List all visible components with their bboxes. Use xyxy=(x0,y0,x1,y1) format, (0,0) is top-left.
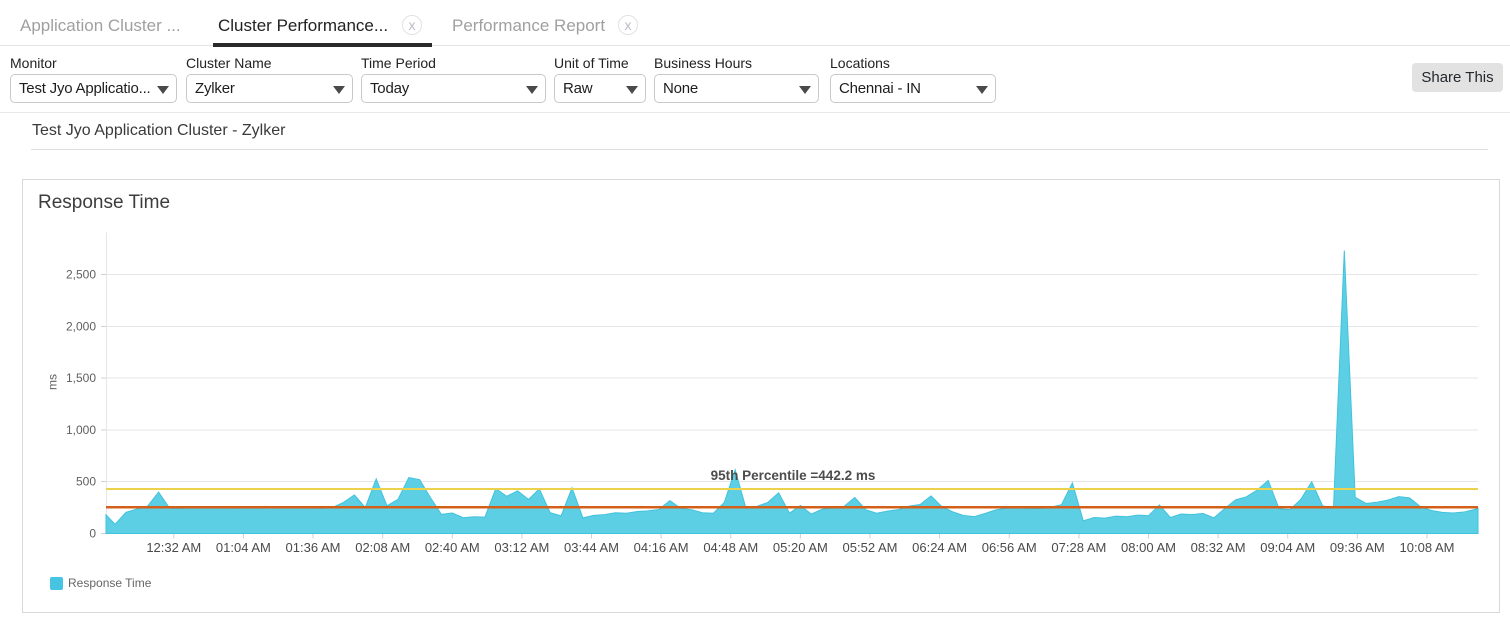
svg-text:02:08 AM: 02:08 AM xyxy=(355,540,410,555)
svg-text:05:52 AM: 05:52 AM xyxy=(843,540,898,555)
svg-text:09:36 AM: 09:36 AM xyxy=(1330,540,1385,555)
svg-text:1,500: 1,500 xyxy=(66,371,96,385)
svg-text:08:32 AM: 08:32 AM xyxy=(1191,540,1246,555)
svg-text:03:12 AM: 03:12 AM xyxy=(494,540,549,555)
svg-text:0: 0 xyxy=(89,527,96,541)
svg-text:06:24 AM: 06:24 AM xyxy=(912,540,967,555)
svg-text:04:16 AM: 04:16 AM xyxy=(634,540,689,555)
svg-text:06:56 AM: 06:56 AM xyxy=(982,540,1037,555)
svg-text:05:20 AM: 05:20 AM xyxy=(773,540,828,555)
svg-text:10:08 AM: 10:08 AM xyxy=(1400,540,1455,555)
svg-text:01:04 AM: 01:04 AM xyxy=(216,540,271,555)
svg-text:2,500: 2,500 xyxy=(66,268,96,282)
svg-text:07:28 AM: 07:28 AM xyxy=(1051,540,1106,555)
svg-text:08:00 AM: 08:00 AM xyxy=(1121,540,1176,555)
svg-text:04:48 AM: 04:48 AM xyxy=(703,540,758,555)
svg-text:02:40 AM: 02:40 AM xyxy=(425,540,480,555)
svg-text:03:44 AM: 03:44 AM xyxy=(564,540,619,555)
svg-text:95th Percentile =442.2 ms: 95th Percentile =442.2 ms xyxy=(711,468,876,483)
svg-text:1,000: 1,000 xyxy=(66,423,96,437)
svg-text:2,000: 2,000 xyxy=(66,320,96,334)
svg-text:ms: ms xyxy=(46,374,60,390)
svg-text:500: 500 xyxy=(76,475,96,489)
svg-text:01:36 AM: 01:36 AM xyxy=(286,540,341,555)
svg-text:12:32 AM: 12:32 AM xyxy=(146,540,201,555)
svg-text:09:04 AM: 09:04 AM xyxy=(1260,540,1315,555)
